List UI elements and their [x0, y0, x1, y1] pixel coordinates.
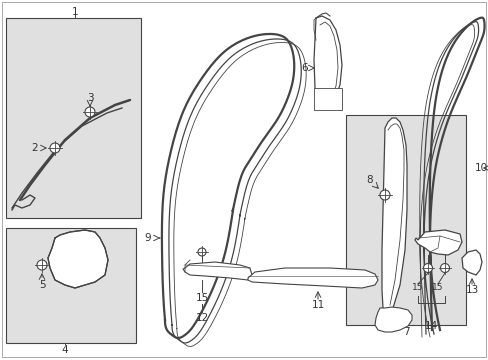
Text: 8: 8 [366, 175, 372, 185]
Text: 5: 5 [39, 280, 45, 290]
Bar [6, 18, 141, 218]
Bar [313, 88, 341, 110]
Circle shape [85, 107, 95, 117]
Circle shape [379, 190, 389, 200]
Text: 10: 10 [474, 163, 487, 173]
Polygon shape [414, 230, 461, 255]
Circle shape [423, 264, 431, 273]
Circle shape [440, 264, 448, 273]
Text: 9: 9 [144, 233, 151, 243]
Circle shape [198, 248, 205, 256]
Bar [346, 115, 465, 325]
Text: 12: 12 [195, 313, 208, 323]
Text: 7: 7 [402, 327, 408, 337]
Circle shape [37, 260, 47, 270]
Text: 6: 6 [301, 63, 307, 73]
Text: 11: 11 [311, 300, 324, 310]
Text: 1: 1 [72, 7, 78, 17]
Text: 15: 15 [431, 284, 443, 292]
Polygon shape [461, 250, 481, 275]
Text: 4: 4 [61, 345, 68, 355]
Polygon shape [183, 262, 251, 280]
Text: 3: 3 [86, 93, 93, 103]
Text: 13: 13 [465, 285, 478, 295]
Polygon shape [247, 268, 377, 288]
Text: 15: 15 [195, 293, 208, 303]
Bar [6, 228, 136, 343]
Text: 14: 14 [424, 321, 437, 331]
Circle shape [50, 143, 60, 153]
Text: 2: 2 [32, 143, 38, 153]
Polygon shape [48, 230, 108, 288]
Text: 15: 15 [411, 284, 423, 292]
Polygon shape [313, 16, 341, 105]
Polygon shape [381, 118, 406, 315]
Polygon shape [374, 307, 411, 332]
